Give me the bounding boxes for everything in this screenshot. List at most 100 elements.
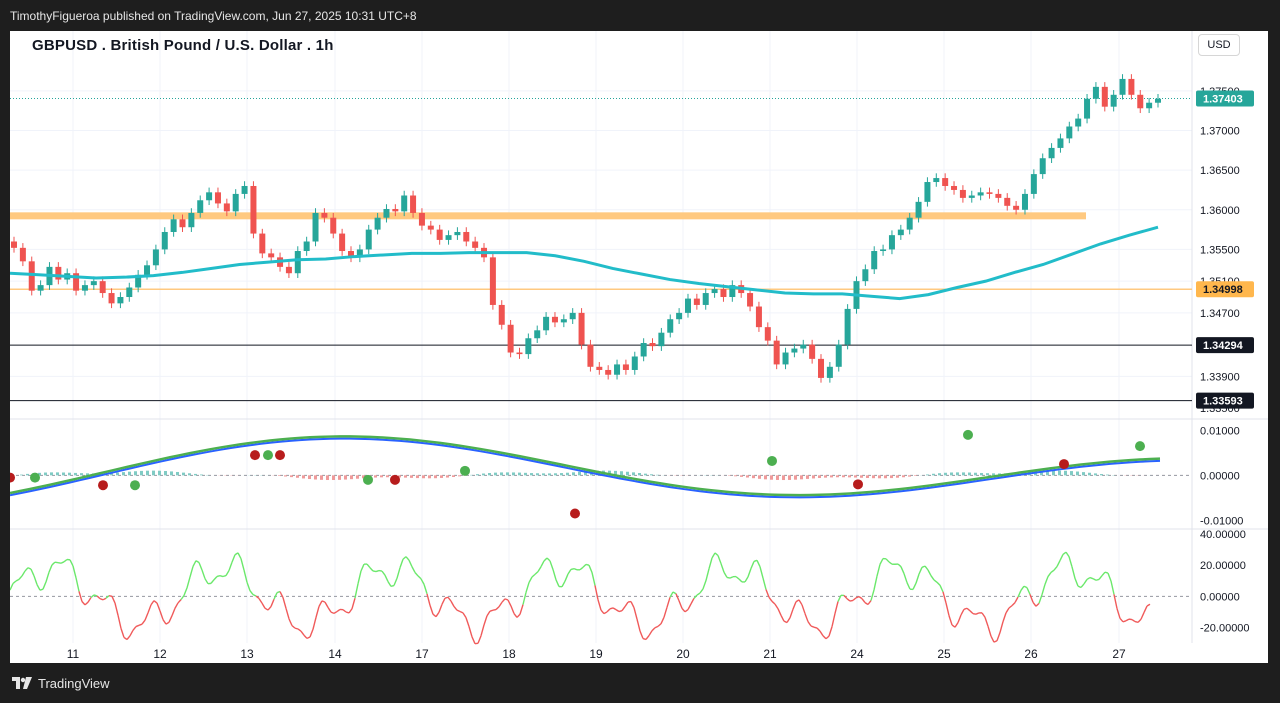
oscillator-segment <box>1143 605 1148 613</box>
oscillator-segment <box>18 575 23 580</box>
oscillator-segment <box>177 599 182 604</box>
oscillator-segment <box>141 619 146 625</box>
macd-histogram-bar <box>650 474 653 476</box>
candle <box>356 244 363 263</box>
oscillator-segment <box>1125 618 1130 622</box>
oscillator-segment <box>75 577 80 592</box>
oscillator-segment <box>669 591 674 598</box>
oscillator-segment <box>1026 587 1031 595</box>
oscillator-segment <box>753 559 758 563</box>
oscillator-segment <box>969 610 974 615</box>
candle-body <box>19 247 26 262</box>
macd-histogram-bar <box>944 472 947 476</box>
oscillator-segment <box>867 600 872 605</box>
candle <box>977 187 984 201</box>
oscillator-segment <box>1074 578 1079 587</box>
oscillator-segment <box>45 572 50 583</box>
oscillator-segment <box>1134 620 1139 624</box>
candle-body <box>1013 205 1020 210</box>
candle-body <box>818 358 825 378</box>
macd-cross-dot <box>1059 459 1069 470</box>
oscillator-segment <box>162 619 167 625</box>
candle-body <box>135 274 142 288</box>
candle-body <box>525 338 532 355</box>
oscillator-segment <box>273 592 278 600</box>
candle <box>73 268 80 296</box>
oscillator-segment <box>1020 585 1025 591</box>
level-badge-134998: 1.34998 <box>1196 281 1254 298</box>
oscillator-segment <box>447 596 452 602</box>
candle-body <box>410 195 417 213</box>
oscillator-segment <box>408 559 413 568</box>
oscillator-segment <box>630 601 635 608</box>
candle-body <box>649 343 656 347</box>
candle <box>587 339 594 372</box>
price-badge-bg <box>1196 90 1254 107</box>
candle <box>1057 133 1064 153</box>
macd-cross-dot <box>460 465 470 476</box>
symbol-title[interactable]: GBPUSD . British Pound / U.S. Dollar . 1… <box>32 37 334 54</box>
macd-histogram-bar <box>1076 471 1079 476</box>
macd-cross-dot <box>30 472 40 483</box>
time-tick-label: 13 <box>240 647 254 661</box>
oscillator-segment <box>39 588 44 591</box>
candle-body <box>179 219 186 228</box>
oscillator-segment <box>504 598 509 601</box>
oscillator-segment <box>453 606 458 611</box>
macd-histogram-bar <box>158 470 161 476</box>
candle-body <box>747 293 754 307</box>
candle <box>578 308 585 350</box>
chart-area[interactable]: 1.375001.370001.365001.360001.355001.351… <box>10 31 1268 663</box>
oscillator-segment <box>960 608 965 616</box>
oscillator-segment <box>477 635 482 644</box>
oscillator-segment <box>831 613 836 627</box>
oscillator-segment <box>795 599 800 603</box>
candle-body <box>1137 94 1144 109</box>
candle-body <box>596 366 603 370</box>
time-tick-label: 19 <box>589 647 603 661</box>
candle-body <box>844 308 851 345</box>
macd-histogram-bar <box>116 472 119 476</box>
currency-button[interactable]: USD <box>1198 34 1240 56</box>
candle-body <box>622 364 629 370</box>
oscillator-segment <box>948 615 953 626</box>
oscillator-segment <box>1086 576 1091 581</box>
oscillator-segment <box>1023 585 1028 589</box>
oscillator-segment <box>174 602 179 609</box>
oscillator-segment <box>714 552 719 557</box>
candle-body <box>791 348 798 353</box>
candle-body <box>1084 98 1091 119</box>
macd-cross-dot <box>10 472 15 483</box>
candle <box>622 359 629 375</box>
oscillator-segment <box>759 566 764 579</box>
candle-body <box>117 297 124 304</box>
oscillator-segment <box>342 609 347 613</box>
osc-tick-label: -20.00000 <box>1200 622 1250 634</box>
candle <box>995 189 1002 203</box>
candle-body <box>330 217 337 234</box>
oscillator-segment <box>810 625 815 628</box>
candle-body <box>1101 86 1108 107</box>
macd-histogram-bar <box>428 475 431 479</box>
candle <box>454 227 461 240</box>
candle-body <box>28 261 35 291</box>
candle-body <box>232 193 239 212</box>
candle-body <box>507 324 514 353</box>
oscillator-segment <box>519 604 524 615</box>
oscillator-segment <box>918 567 923 575</box>
oscillator-segment <box>333 610 338 614</box>
oscillator-segment <box>1122 620 1127 623</box>
oscillator-segment <box>375 569 380 573</box>
oscillator-segment <box>513 613 518 618</box>
oscillator-segment <box>657 623 662 627</box>
tradingview-logo-icon <box>12 677 32 689</box>
macd-histogram-bar <box>878 475 881 479</box>
chart-canvas[interactable]: 1.375001.370001.365001.360001.355001.351… <box>10 31 1268 663</box>
oscillator-segment <box>426 593 431 606</box>
candle-body <box>454 231 461 236</box>
oscillator-segment <box>597 599 602 611</box>
oscillator-segment <box>681 607 686 613</box>
oscillator-segment <box>102 597 107 601</box>
candle-body <box>915 201 922 218</box>
macd-histogram-bar <box>914 475 917 476</box>
